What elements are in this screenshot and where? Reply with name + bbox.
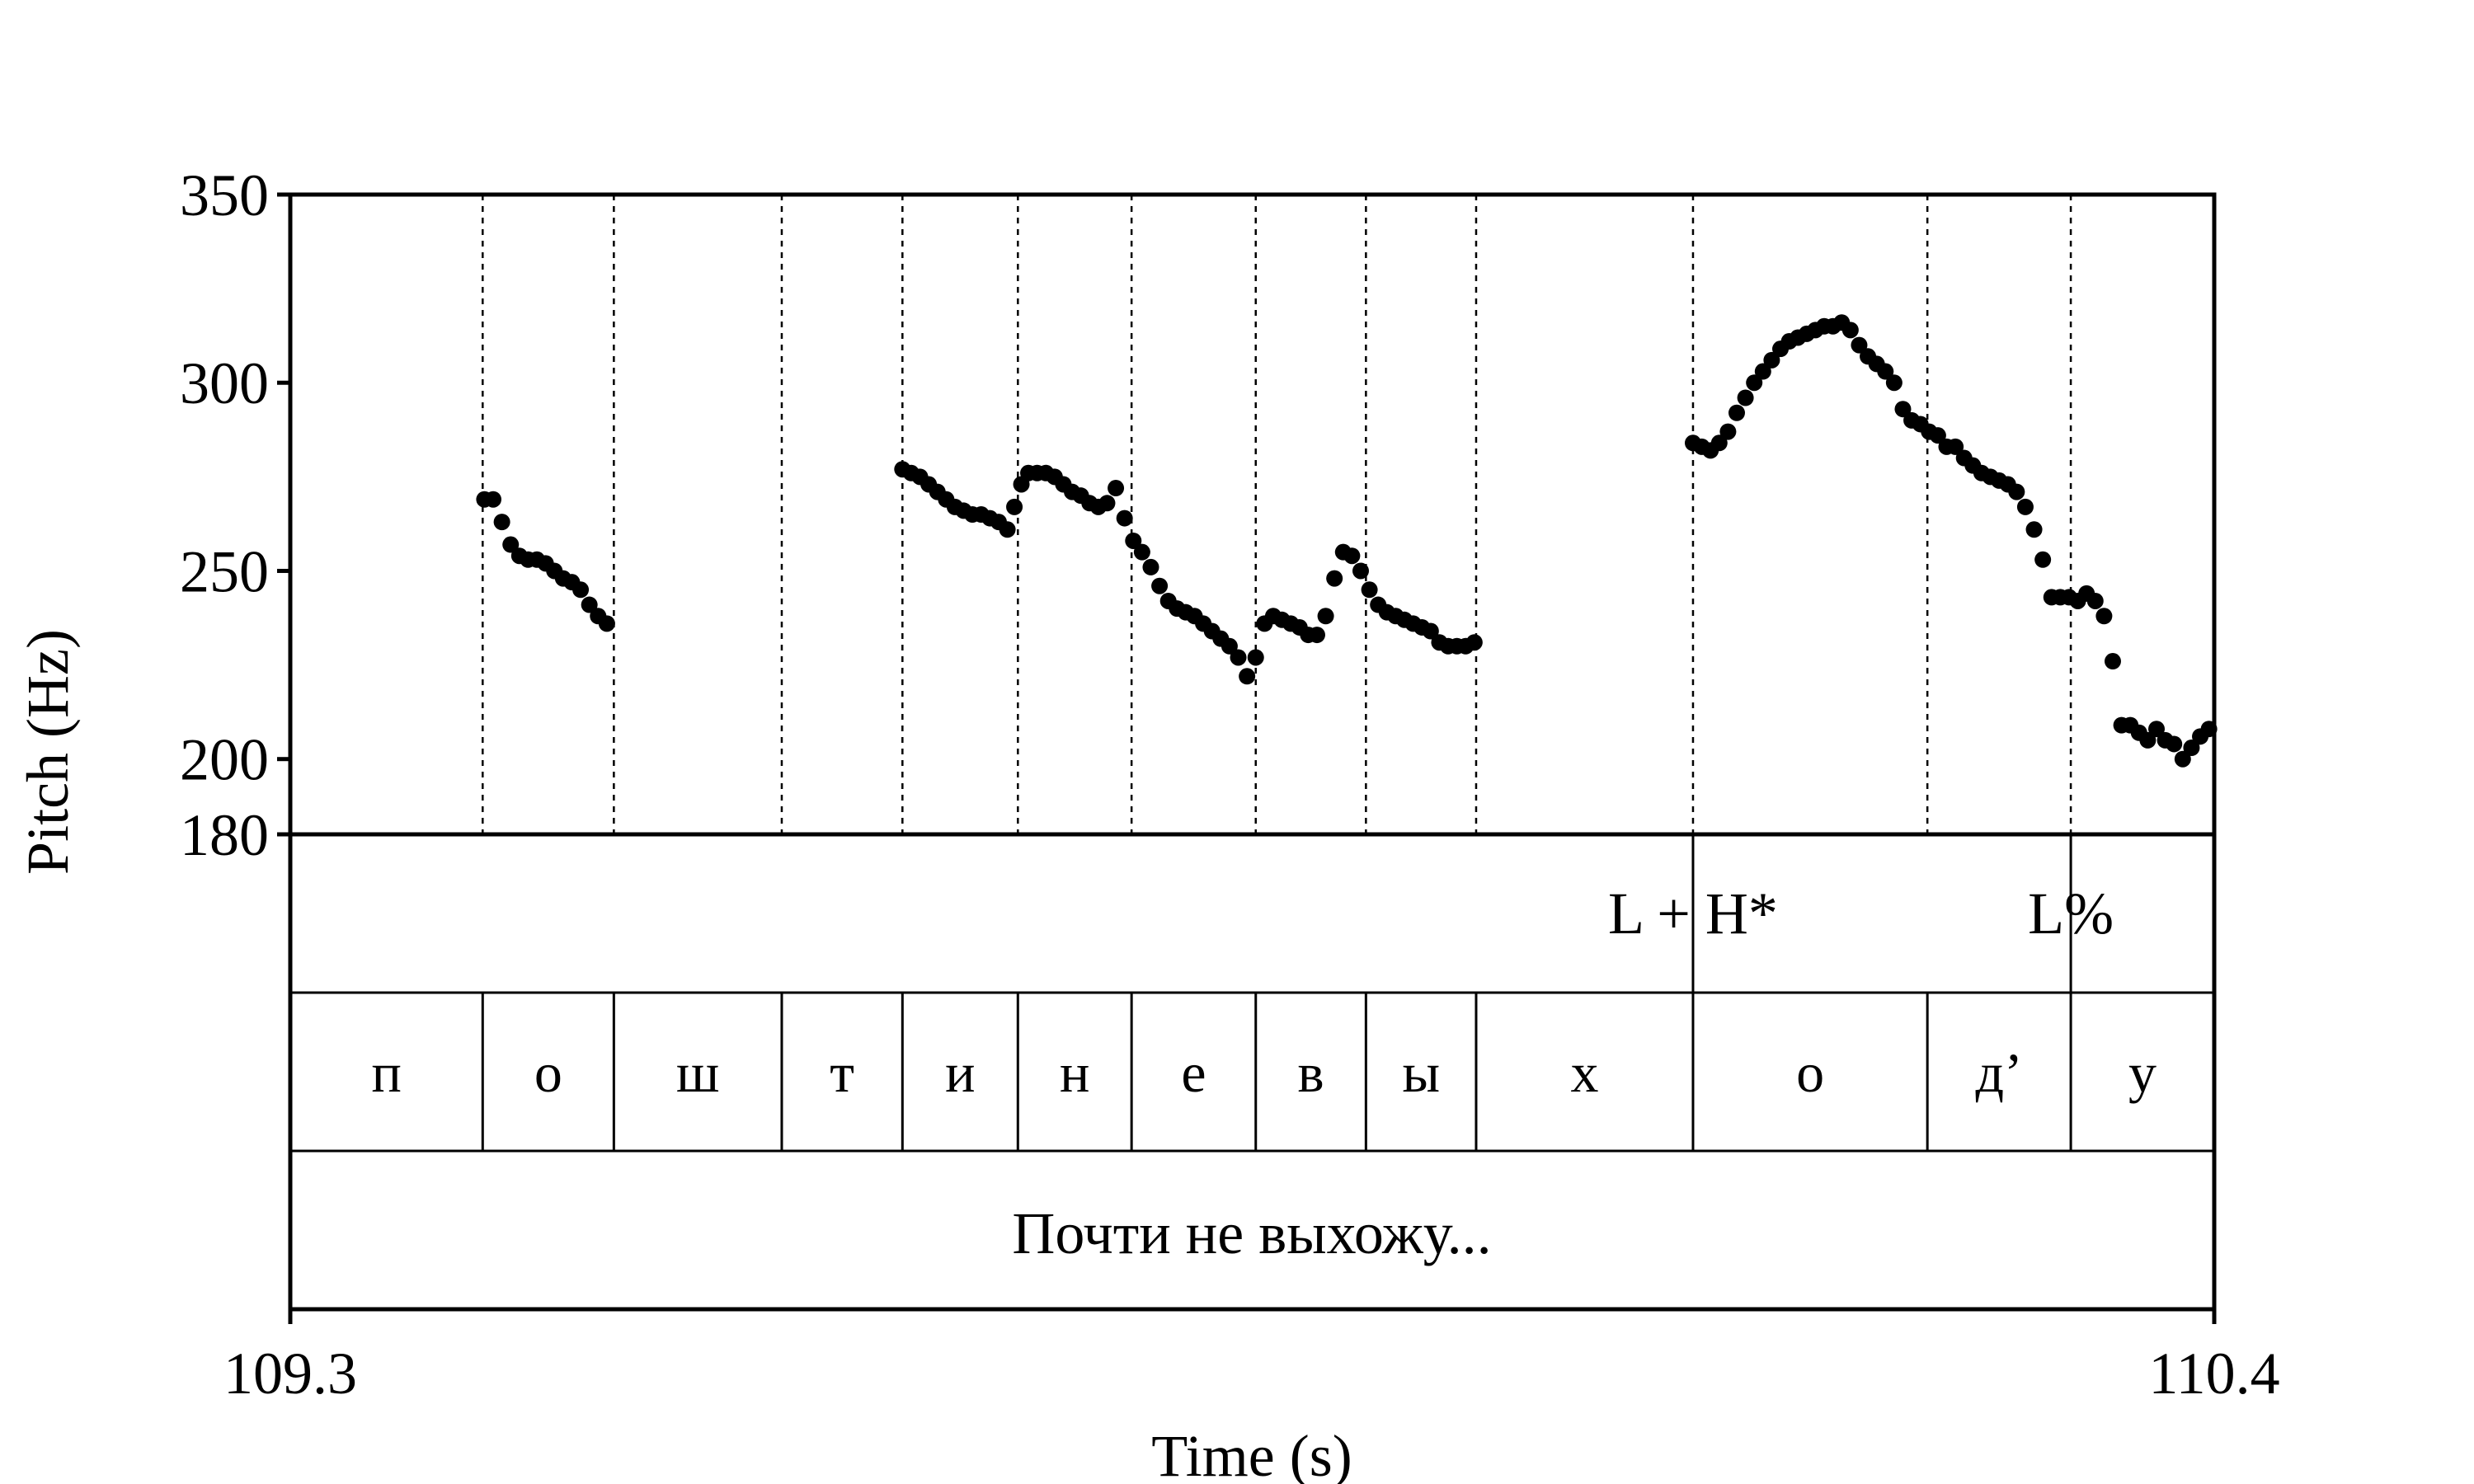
y-tick-label-0: 180 bbox=[180, 802, 269, 868]
pitch-point bbox=[1108, 480, 1125, 497]
pitch-point bbox=[1221, 637, 1238, 655]
pitch-point bbox=[485, 491, 502, 508]
pitch-point bbox=[1326, 570, 1343, 587]
x-tick-label-1: 110.4 bbox=[2148, 1341, 2279, 1407]
pitch-point bbox=[493, 514, 510, 531]
segment-label-6: е bbox=[1181, 1041, 1206, 1104]
pitch-point bbox=[1142, 558, 1159, 575]
segment-label-12: у bbox=[2128, 1041, 2157, 1104]
pitch-point bbox=[1841, 322, 1859, 339]
segment-label-3: т bbox=[830, 1041, 854, 1104]
segment-label-10: о bbox=[1796, 1041, 1824, 1104]
pitch-point bbox=[1006, 498, 1023, 515]
pitch-point bbox=[1098, 495, 1116, 512]
pitch-point bbox=[2095, 608, 2113, 625]
pitch-point bbox=[1317, 608, 1334, 625]
pitch-point bbox=[1737, 389, 1754, 406]
pitch-point bbox=[581, 596, 598, 613]
segment-label-7: в bbox=[1297, 1041, 1324, 1104]
pitch-point bbox=[1885, 374, 1903, 392]
segment-labels: п о ш т и н е в ы х о д’ у bbox=[371, 1041, 2157, 1104]
pitch-point bbox=[1719, 423, 1737, 440]
pitch-point bbox=[2148, 721, 2166, 738]
pitch-point bbox=[1947, 438, 1964, 455]
segment-label-2: ш bbox=[676, 1041, 719, 1104]
pitch-point bbox=[1894, 401, 1912, 418]
pitch-point bbox=[1343, 547, 1361, 565]
pitch-point bbox=[1308, 627, 1325, 644]
segment-label-0: п bbox=[371, 1041, 401, 1104]
segment-label-1: о bbox=[534, 1041, 562, 1104]
y-tick-label-1: 200 bbox=[180, 727, 269, 793]
pitch-point bbox=[1361, 581, 1378, 599]
plot-frame bbox=[288, 192, 2217, 837]
y-axis-title: Pitch (Hz) bbox=[15, 629, 81, 875]
pitch-point bbox=[1239, 668, 1256, 685]
tone-labels: L + H* L% bbox=[1608, 834, 2114, 993]
pitch-point bbox=[1465, 634, 1483, 651]
pitch-point bbox=[2174, 750, 2191, 768]
segment-label-4: и bbox=[945, 1041, 975, 1104]
pitch-point bbox=[502, 536, 520, 553]
pitch-point bbox=[2086, 592, 2104, 609]
pitch-point bbox=[2104, 653, 2121, 670]
y-axis: 180 200 250 300 350 bbox=[180, 162, 290, 868]
pitch-point bbox=[1352, 562, 1369, 580]
y-tick-label-3: 300 bbox=[180, 350, 269, 416]
pitch-point bbox=[1754, 363, 1771, 380]
pitch-point bbox=[2166, 735, 2183, 753]
pitch-point bbox=[2183, 740, 2200, 757]
pitch-point bbox=[2008, 483, 2025, 500]
pitch-point bbox=[1929, 427, 1946, 444]
pitch-point bbox=[598, 615, 615, 632]
pitch-point bbox=[2034, 551, 2052, 568]
y-tick-label-2: 250 bbox=[180, 538, 269, 604]
pitch-point bbox=[1728, 404, 1745, 421]
pitch-point bbox=[2139, 731, 2157, 749]
pitch-point bbox=[1422, 622, 1439, 640]
x-axis-title: Time (s) bbox=[1151, 1423, 1352, 1484]
pitch-point bbox=[572, 581, 590, 599]
y-tick-label-4: 350 bbox=[180, 162, 269, 228]
x-tick-label-0: 109.3 bbox=[223, 1341, 357, 1407]
boundary-lines bbox=[481, 195, 2072, 1151]
pitch-point bbox=[1763, 351, 1780, 369]
tone-label-1: L% bbox=[2028, 881, 2114, 946]
pitch-point bbox=[1710, 434, 1728, 452]
pitch-point bbox=[1116, 510, 1133, 527]
pitch-point bbox=[1151, 577, 1169, 594]
pitch-point bbox=[1851, 336, 1868, 354]
pitch-point bbox=[1133, 543, 1150, 561]
segment-label-11: д’ bbox=[1976, 1041, 2023, 1104]
segment-tier-frame bbox=[289, 991, 2216, 1153]
pitch-points bbox=[476, 314, 2218, 768]
segment-label-9: х bbox=[1570, 1041, 1598, 1104]
pitch-point bbox=[999, 521, 1016, 538]
pitch-point bbox=[2200, 721, 2218, 738]
pitch-point bbox=[1746, 374, 1763, 392]
x-axis: 109.3 110.4 bbox=[223, 1309, 2280, 1407]
pitch-point bbox=[2025, 521, 2043, 538]
pitch-point bbox=[2016, 498, 2034, 515]
pitch-point bbox=[1247, 649, 1264, 666]
pitch-point bbox=[1230, 649, 1247, 666]
tone-tier-frame bbox=[289, 833, 2216, 994]
sentence-label: Почти не выхожу... bbox=[1012, 1200, 1491, 1266]
pitch-point bbox=[1877, 363, 1894, 380]
segment-label-5: н bbox=[1060, 1041, 1089, 1104]
segment-label-8: ы bbox=[1402, 1041, 1440, 1104]
tone-label-0: L + H* bbox=[1608, 881, 1778, 946]
pitch-point bbox=[1125, 532, 1142, 549]
